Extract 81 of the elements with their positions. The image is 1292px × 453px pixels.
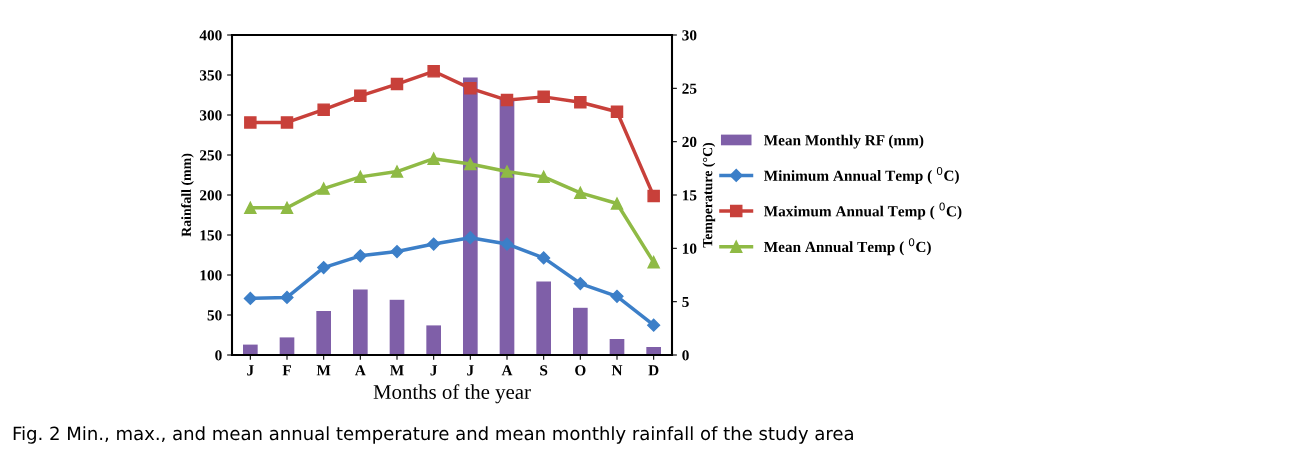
y-tick-label: 250: [200, 150, 222, 161]
x-tick-label: D: [648, 365, 659, 376]
point: [317, 260, 331, 275]
point: [537, 251, 551, 265]
point: [610, 289, 624, 303]
y-tick-label: 300: [199, 110, 222, 121]
y2-axis-title: Temperature (°C): [702, 142, 716, 248]
point: [500, 165, 514, 178]
legend-label: Mean Annual Temp ( $^{0}$C): [763, 238, 931, 256]
x-tick-label: J: [430, 365, 438, 376]
x-tick-label: J: [467, 365, 474, 376]
y-tick-label: 200: [200, 190, 222, 201]
point: [610, 105, 624, 119]
x-tick-label: F: [282, 365, 291, 376]
point: [463, 231, 477, 245]
y-tick-label: 150: [200, 230, 222, 241]
point: [500, 237, 514, 251]
point: [573, 276, 587, 291]
legend-label: Minimum Annual Temp ( $^{0}$C): [763, 166, 959, 184]
bar: [389, 299, 405, 355]
x-tick-label: M: [316, 365, 331, 376]
x-tick-label: N: [611, 365, 623, 376]
point: [464, 82, 477, 95]
y-axis-title: Rainfall (mm): [181, 153, 194, 237]
y-tick-label: 100: [200, 270, 222, 281]
point: [354, 89, 367, 103]
point: [500, 93, 514, 107]
point: [390, 77, 404, 91]
y2-tick-label: 25: [682, 83, 697, 94]
bar: [499, 99, 515, 355]
y2-tick-label: 20: [682, 136, 697, 148]
point: [427, 152, 440, 165]
bar: [279, 337, 295, 355]
bar: [573, 307, 588, 355]
x-tick-label: O: [575, 365, 586, 376]
x-tick-label: A: [354, 365, 366, 376]
point: [574, 186, 587, 200]
x-tick-label: M: [390, 365, 404, 376]
bar: [536, 281, 551, 355]
point: [280, 116, 294, 129]
point: [317, 103, 330, 116]
y-tick-label: 0: [215, 350, 222, 361]
point: [537, 90, 550, 104]
point: [280, 290, 294, 304]
caption: Fig. 2 Min., max., and mean annual temperature and mean monthly rainfall of the study area: [13, 426, 853, 444]
point: [390, 244, 404, 259]
bar: [426, 325, 441, 355]
x-axis-title: Months of the year: [373, 384, 531, 404]
y-tick-label: 350: [199, 70, 222, 81]
x-tick-label: J: [247, 365, 254, 376]
point: [537, 170, 550, 184]
point: [574, 95, 587, 109]
point: [427, 65, 440, 78]
bar: [316, 311, 331, 355]
point: [317, 182, 330, 195]
y-tick-label: 50: [207, 310, 222, 321]
bar: [353, 289, 368, 355]
y2-tick-label: 30: [682, 30, 697, 41]
x-tick-label: S: [540, 365, 548, 376]
point: [647, 318, 661, 332]
y2-tick-label: 15: [682, 190, 697, 201]
point: [244, 116, 257, 129]
point: [647, 255, 660, 269]
point: [280, 201, 294, 215]
x-tick-label: A: [501, 365, 513, 376]
y2-tick-label: 5: [682, 296, 689, 308]
bar: [463, 77, 478, 355]
y2-tick-label: 0: [682, 350, 689, 361]
point: [427, 237, 441, 251]
point: [464, 157, 477, 171]
point: [243, 291, 257, 306]
point: [353, 249, 367, 263]
y2-tick-label: 10: [682, 243, 697, 254]
y-tick-label: 400: [199, 30, 222, 41]
legend-label: Mean Monthly RF (mm): [763, 134, 924, 149]
point: [354, 170, 367, 184]
point: [647, 189, 660, 203]
point: [610, 197, 624, 210]
legend-label: Maximum Annual Temp ( $^{0}$C): [763, 202, 962, 220]
point: [390, 165, 404, 178]
point: [244, 201, 257, 215]
